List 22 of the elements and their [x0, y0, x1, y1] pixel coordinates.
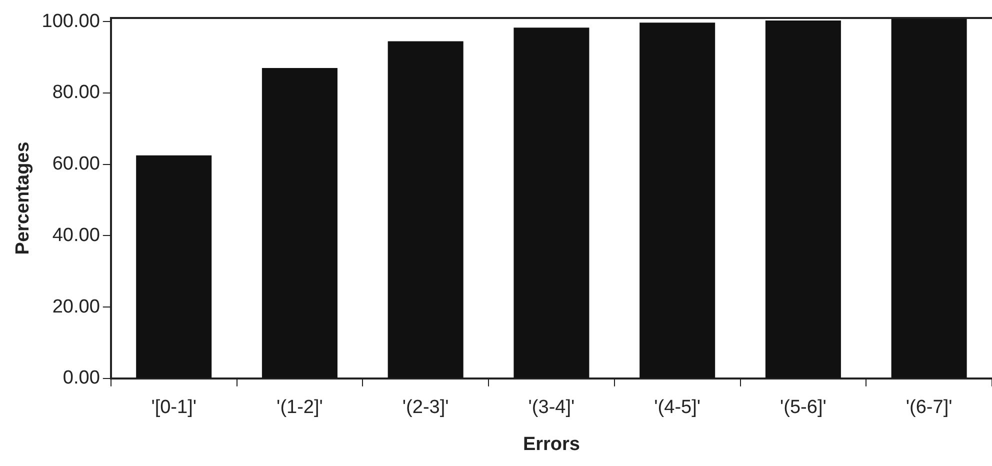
bar: [136, 155, 212, 378]
x-tick-label: '(4-5]': [654, 397, 700, 418]
y-tick-label: 100.00: [42, 10, 100, 32]
bar: [765, 20, 841, 378]
y-tick-label: 80.00: [52, 82, 100, 104]
x-axis-title: Errors: [522, 434, 580, 455]
bar: [514, 28, 590, 378]
bar: [891, 18, 967, 378]
y-tick-label: 40.00: [52, 224, 100, 246]
bar: [388, 41, 464, 378]
x-tick-label: '(6-7]': [906, 397, 952, 418]
y-tick-label: 60.00: [52, 154, 100, 175]
x-tick-label: '[0-1]': [151, 397, 196, 418]
y-tick-label: 0.00: [62, 368, 100, 389]
bar: [262, 68, 338, 378]
x-tick-label: '(5-6]': [780, 397, 826, 418]
x-tick-label: '(1-2]': [276, 397, 323, 418]
x-tick-label: '(2-3]': [402, 397, 449, 418]
x-tick-label: '(3-4]': [528, 397, 575, 418]
bar: [640, 22, 716, 378]
y-axis-title: Percentages: [12, 142, 34, 255]
y-tick-label: 20.00: [52, 296, 100, 318]
